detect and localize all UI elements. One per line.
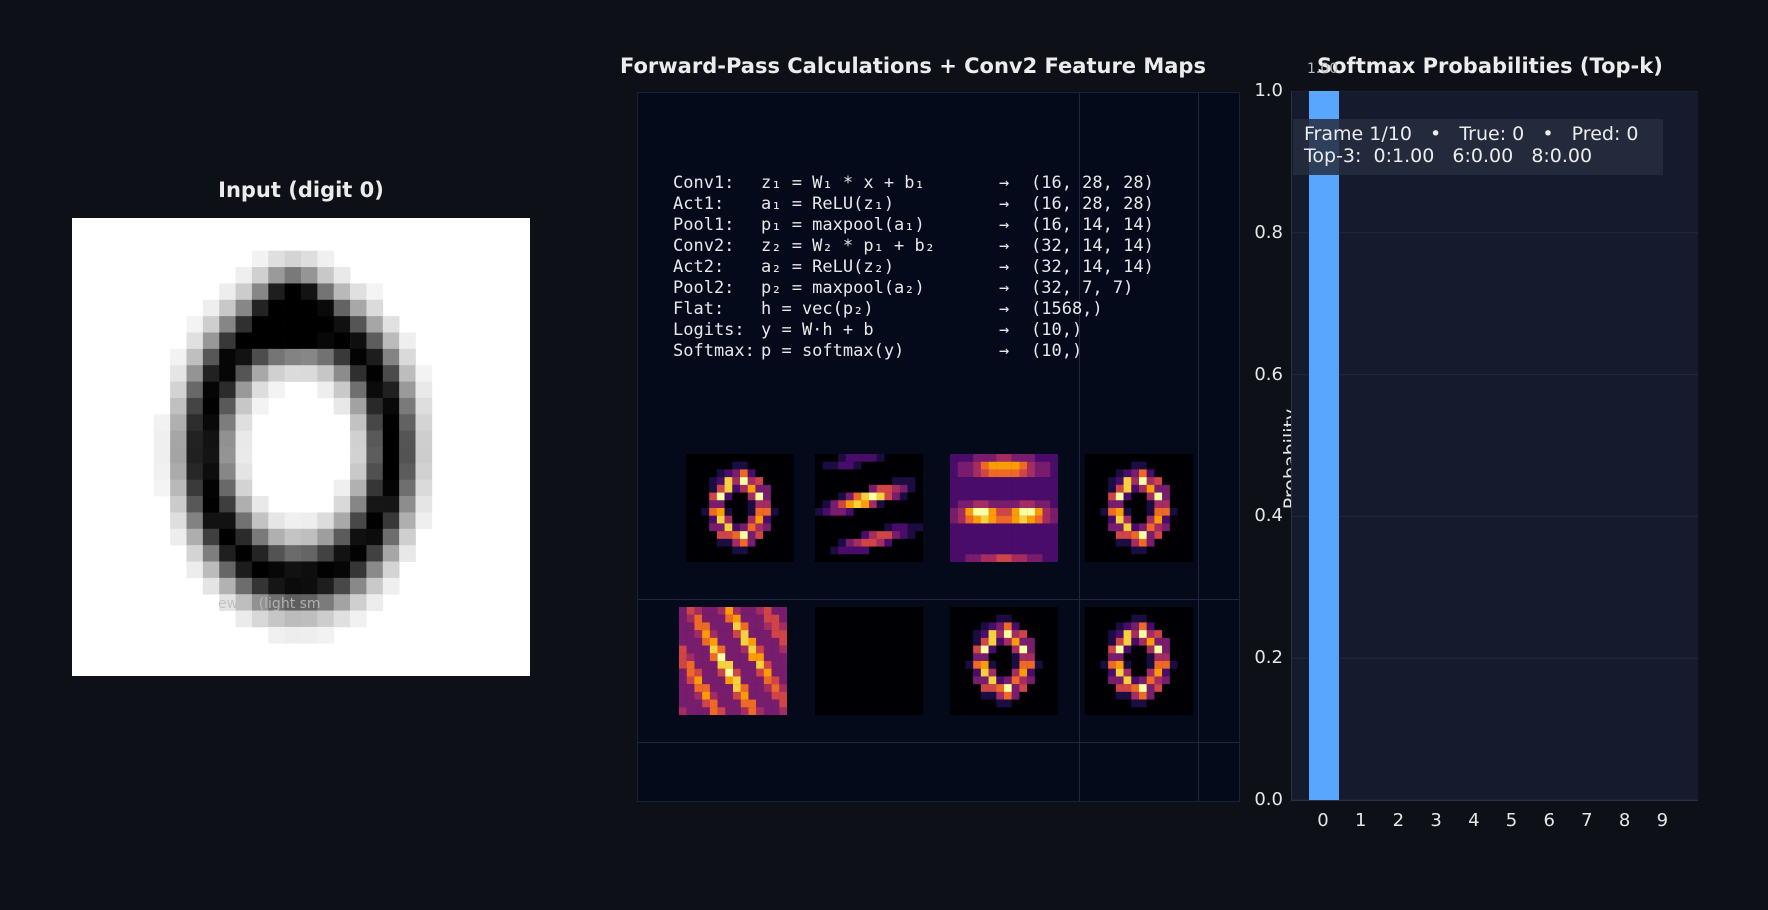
grid-line [638,599,1239,600]
bar-chart-svg [1292,90,1698,801]
calculation-list: Conv1: z₁ = W₁ * x + b₁ → (16, 28, 28) Act1:… [673,173,1154,362]
x-tick-label: 0 [1317,810,1329,831]
calc-shape: (10,) [1031,341,1083,361]
calc-equation: y = W·h + b [761,320,874,340]
calc-label: Act2: [673,257,725,277]
input-panel-title: Input (digit 0) [218,178,384,202]
calc-arrow: → [999,215,1010,235]
calc-arrow: → [999,173,1010,193]
calc-equation: z₂ = W₂ * p₁ + b₂ [761,236,935,256]
calculations-panel: Conv1: z₁ = W₁ * x + b₁ → (16, 28, 28) Act1:… [637,92,1240,802]
grid-line [1198,93,1199,801]
x-tick-label: 9 [1656,810,1669,831]
feature-map-8 [1085,607,1193,715]
grid-line [1079,93,1080,801]
feature-map-5 [679,607,787,715]
calc-label: Act1: [673,194,725,214]
grid-line [638,742,1239,743]
calc-label: Pool1: [673,215,735,235]
calc-equation: z₁ = W₁ * x + b₁ [761,173,925,193]
x-tick-label: 4 [1468,810,1480,831]
y-tick-label: 0.8 [1254,221,1283,243]
calc-shape: (32, 14, 14) [1031,236,1154,256]
calculation-row: Conv1: z₁ = W₁ * x + b₁ → (16, 28, 28) [673,173,1154,194]
plot-area [1291,90,1698,801]
x-tick-label: 3 [1430,810,1442,831]
calc-equation: p = softmax(y) [761,341,905,361]
calc-label: Softmax: [673,341,755,361]
calculation-row: Conv2: z₂ = W₂ * p₁ + b₂ → (32, 14, 14) [673,236,1154,257]
calculation-row: Act1: a₁ = ReLU(z₁) → (16, 28, 28) [673,194,1154,215]
chart-title: Softmax Probabilities (Top-k) [1317,54,1663,78]
calc-arrow: → [999,278,1010,298]
calc-equation: h = vec(p₂) [761,299,874,319]
calc-arrow: → [999,320,1010,340]
calc-shape: (16, 14, 14) [1031,215,1154,235]
x-tick-label: 6 [1543,810,1555,831]
calculation-row: Flat: h = vec(p₂) → (1568,) [673,299,1154,320]
calc-equation: a₁ = ReLU(z₁) [761,194,895,214]
calc-shape: (32, 14, 14) [1031,257,1154,277]
calc-label: Logits: [673,320,745,340]
input-digit-image [72,218,530,676]
calculation-row: Act2: a₂ = ReLU(z₂) → (32, 14, 14) [673,257,1154,278]
calculation-row: Logits: y = W·h + b → (10,) [673,320,1154,341]
bar-0 [1309,91,1339,800]
calc-shape: (10,) [1031,320,1083,340]
x-tick-label: 1 [1354,810,1367,831]
y-tick-label: 0.0 [1254,789,1283,810]
calc-arrow: → [999,257,1010,277]
calc-equation: a₂ = ReLU(z₂) [761,257,895,277]
x-tick-label: 8 [1618,810,1631,831]
info-line-frame: Frame 1/10 • True: 0 • Pred: 0 [1304,123,1639,145]
calc-label: Flat: [673,299,725,319]
calc-equation: p₂ = maxpool(a₂) [761,278,925,298]
feature-map-1 [686,454,794,562]
y-tick-label: 0.2 [1254,647,1283,669]
feature-map-2 [815,454,923,562]
x-tick-label: 7 [1581,810,1593,831]
calc-shape: (16, 28, 28) [1031,194,1154,214]
feature-map-3 [950,454,1058,562]
calculation-row: Pool1: p₁ = maxpool(a₁) → (16, 14, 14) [673,215,1154,236]
calc-shape: (32, 7, 7) [1031,278,1134,298]
calculation-row: Softmax: p = softmax(y) → (10,) [673,341,1154,362]
x-tick-label: 2 [1392,810,1405,831]
calc-arrow: → [999,194,1010,214]
y-tick-label: 1.0 [1254,80,1283,101]
y-tick-label: 0.4 [1254,505,1283,527]
calc-arrow: → [999,299,1010,319]
bar-value-label: 1.00 [1307,61,1339,77]
middle-panel-title: Forward-Pass Calculations + Conv2 Featur… [620,54,1206,78]
info-line-top3: Top-3: 0:1.00 6:0.00 8:0.00 [1304,145,1593,167]
calculation-row: Pool2: p₂ = maxpool(a₂) → (32, 7, 7) [673,278,1154,299]
input-overlay-text: ew ↑ (light sm [218,596,321,612]
feature-map-4 [1085,454,1193,562]
info-box [1293,119,1663,175]
feature-map-6 [815,607,923,715]
calc-arrow: → [999,236,1010,256]
calc-shape: (16, 28, 28) [1031,173,1154,193]
calc-label: Pool2: [673,278,735,298]
calc-shape: (1568,) [1031,299,1103,319]
y-tick-label: 0.6 [1254,363,1283,385]
calc-arrow: → [999,341,1010,361]
calc-equation: p₁ = maxpool(a₁) [761,215,925,235]
x-tick-label: 5 [1505,810,1518,831]
calc-label: Conv1: [673,173,735,193]
feature-map-7 [950,607,1058,715]
calc-label: Conv2: [673,236,735,256]
